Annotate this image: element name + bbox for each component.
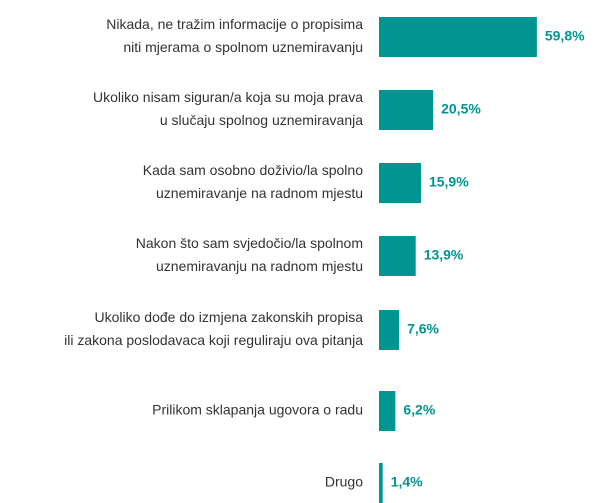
bar xyxy=(379,90,434,130)
bar xyxy=(379,236,416,276)
bar xyxy=(379,17,537,57)
category-label: uznemiravanju na radnom mjestu xyxy=(156,258,363,274)
category-label: Drugo xyxy=(325,474,363,490)
category-label: Nikada, ne tražim informacije o propisim… xyxy=(106,16,363,32)
value-label: 15,9% xyxy=(429,174,469,190)
category-label: Kada sam osobno doživio/la spolno xyxy=(143,162,363,178)
bar xyxy=(379,391,396,431)
category-label: u slučaju spolnog uznemiravanja xyxy=(160,112,363,128)
bar xyxy=(379,463,383,503)
value-label: 1,4% xyxy=(391,474,423,490)
value-label: 6,2% xyxy=(403,402,435,418)
category-label: ili zakona poslodavaca koji reguliraju o… xyxy=(64,332,363,348)
category-label: Ukoliko nisam siguran/a koja su moja pra… xyxy=(93,89,363,105)
category-label: Ukoliko dođe do izmjena zakonskih propis… xyxy=(95,309,364,325)
value-label: 20,5% xyxy=(441,101,481,117)
bar xyxy=(379,310,400,350)
bar xyxy=(379,163,421,203)
value-label: 59,8% xyxy=(545,28,585,44)
value-label: 13,9% xyxy=(424,247,464,263)
category-label: Prilikom sklapanja ugovora o radu xyxy=(152,402,363,418)
category-label: Nakon što sam svjedočio/la spolnom xyxy=(136,235,363,251)
category-label: uznemiravanje na radnom mjestu xyxy=(156,185,363,201)
value-label: 7,6% xyxy=(407,321,439,337)
category-label: niti mjerama o spolnom uznemiravanju xyxy=(123,39,363,55)
